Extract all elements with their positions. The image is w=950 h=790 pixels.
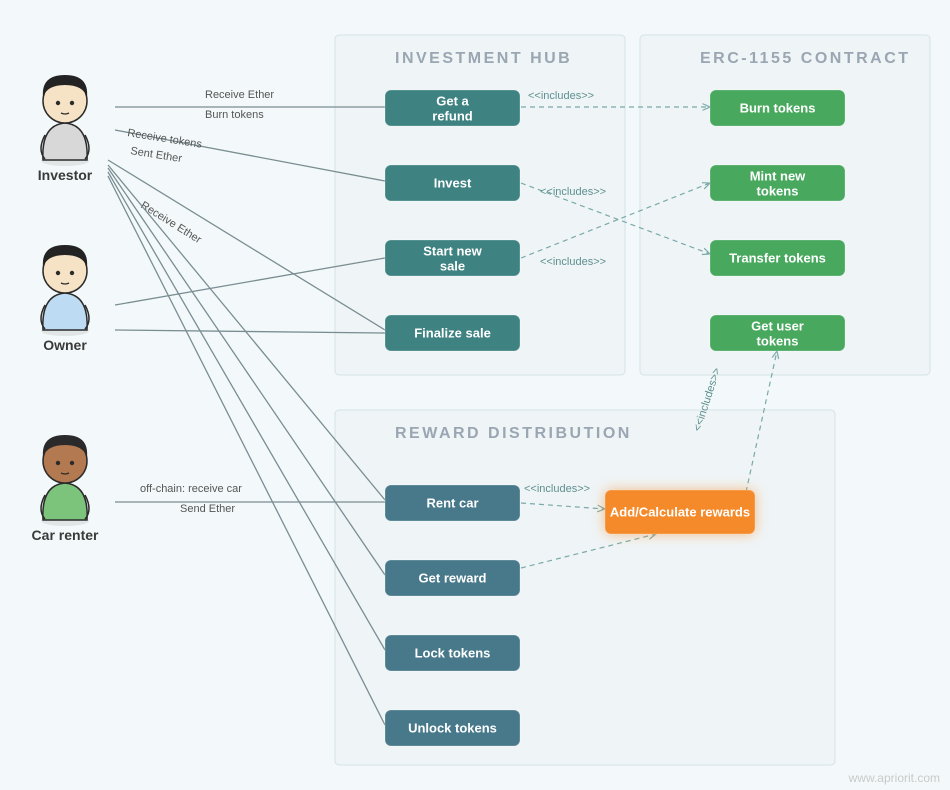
section-title: REWARD DISTRIBUTION [395,425,632,442]
usecase-lock_tokens: Lock tokens [385,635,520,671]
usecase-label: tokens [757,184,799,199]
usecase-label: Get a [436,94,469,109]
usecase-get_refund: Get arefund [385,90,520,126]
usecase-label: Get reward [419,571,487,586]
section-title: ERC-1155 CONTRACT [700,50,911,67]
usecase-label: Mint new [750,169,806,184]
usecase-label: Unlock tokens [408,721,497,736]
edge-label: off-chain: receive car [140,483,242,495]
edge-label: Burn tokens [205,109,264,121]
usecase-invest: Invest [385,165,520,201]
usecase-mint_tokens: Mint newtokens [710,165,845,201]
section-title: INVESTMENT HUB [395,50,572,67]
usecase-label: Start new [423,244,482,259]
footer-credit: www.apriorit.com [848,771,940,785]
usecase-burn_tokens: Burn tokens [710,90,845,126]
edge-label: Send Ether [180,503,235,515]
includes-label: <<includes>> [540,256,606,268]
includes-label: <<includes>> [528,90,594,102]
usecase-label: Rent car [426,496,478,511]
usecase-start_sale: Start newsale [385,240,520,276]
usecase-get_reward: Get reward [385,560,520,596]
usecase-label: sale [440,259,465,274]
actor-label: Investor [38,167,93,183]
usecase-finalize_sale: Finalize sale [385,315,520,351]
edge-label: Receive Ether [205,89,274,101]
usecase-rent_car: Rent car [385,485,520,521]
usecase-label: Get user [751,319,804,334]
includes-label: <<includes>> [540,186,606,198]
usecase-label: Add/Calculate rewards [610,505,750,520]
diagram-canvas: INVESTMENT HUB ERC-1155 CONTRACT REWARD DI… [0,0,950,790]
usecase-get_user_tokens: Get usertokens [710,315,845,351]
actor-label: Car renter [32,527,99,543]
includes-label: <<includes>> [524,483,590,495]
usecase-add_rewards: Add/Calculate rewards [605,490,755,534]
usecase-label: Transfer tokens [729,251,826,266]
actor-label: Owner [43,337,87,353]
usecase-label: Finalize sale [414,326,491,341]
usecase-label: Lock tokens [415,646,491,661]
usecase-unlock_tokens: Unlock tokens [385,710,520,746]
usecase-transfer_tokens: Transfer tokens [710,240,845,276]
usecase-label: tokens [757,334,799,349]
usecase-label: Burn tokens [740,101,816,116]
usecase-label: refund [432,109,473,124]
usecase-label: Invest [434,176,472,191]
